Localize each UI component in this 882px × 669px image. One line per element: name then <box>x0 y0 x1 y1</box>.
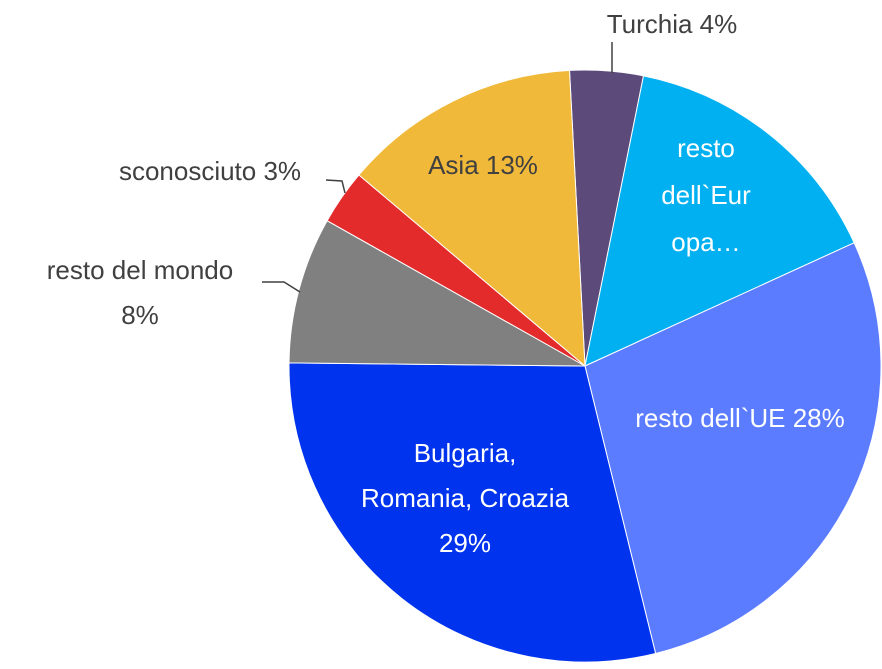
pie-slice <box>584 242 882 655</box>
data-label: resto dell`UE 28% <box>635 403 845 433</box>
pie <box>288 69 882 663</box>
data-label: dell`Eur <box>661 180 751 210</box>
data-label: Romania, Croazia <box>361 483 570 513</box>
data-label: Asia 13% <box>428 150 538 180</box>
leader-line <box>262 281 301 293</box>
data-label: resto del mondo <box>47 255 233 285</box>
data-label: Bulgaria, <box>414 438 517 468</box>
data-label: resto <box>677 133 735 163</box>
data-label: sconosciuto 3% <box>119 156 301 186</box>
data-label: opa… <box>671 227 740 257</box>
labels: Turchia 4% resto dell`Eur opa… resto dell`UE… <box>47 9 845 558</box>
data-label: Turchia 4% <box>607 9 738 39</box>
pie-slice <box>288 220 586 367</box>
leader-line <box>325 179 346 194</box>
data-label: 29% <box>439 528 491 558</box>
pie-slice <box>288 362 657 663</box>
pie-slice <box>358 69 586 368</box>
leader-lines <box>262 42 613 293</box>
data-label: 8% <box>121 300 159 330</box>
pie-slice <box>584 75 855 367</box>
